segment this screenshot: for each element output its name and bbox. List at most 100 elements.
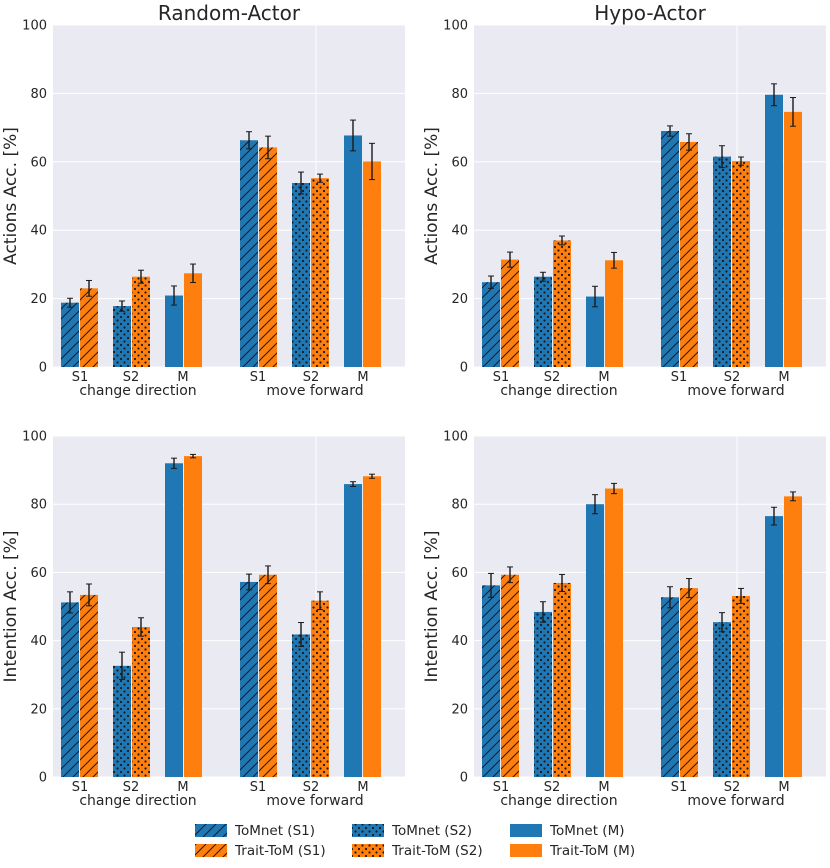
y-tick-label: 20 <box>451 702 468 717</box>
bar-hatch <box>501 574 519 777</box>
legend-label: Trait-ToM (S2) <box>391 843 483 859</box>
bar-Trait-ToM-move-forward-M <box>363 161 381 367</box>
error-bar <box>738 156 744 166</box>
legend-item: Trait-ToM (S2) <box>352 843 483 859</box>
y-tick-label: 100 <box>443 430 468 445</box>
bar-hatch <box>259 574 277 777</box>
error-bar <box>171 285 177 306</box>
error-bar <box>317 173 323 183</box>
error-bar <box>298 622 304 647</box>
y-tick-label: 40 <box>30 224 47 239</box>
bar-hatch <box>680 141 698 367</box>
x-tick-label: S2 <box>303 370 320 385</box>
error-bar <box>592 285 598 308</box>
y-tick-label: 100 <box>22 19 47 34</box>
bar-Trait-ToM-move-forward-M <box>784 496 802 777</box>
y-tick-label: 80 <box>30 498 47 513</box>
bar-hatch <box>553 582 571 777</box>
bar-Trait-ToM-move-forward-M <box>784 111 802 367</box>
error-bar <box>559 235 565 246</box>
bar-hatch <box>713 156 731 367</box>
y-tick-label: 100 <box>443 19 468 34</box>
error-bar <box>771 506 777 526</box>
bar-hatch <box>482 585 500 777</box>
legend-label: ToMnet (M) <box>549 823 625 839</box>
bar-hatch <box>732 595 750 777</box>
legend-swatch <box>510 824 542 837</box>
x-tick-label: M <box>357 780 368 795</box>
y-tick-label: 80 <box>451 87 468 102</box>
bar-ToMnet-move-forward-M <box>765 516 783 777</box>
y-tick-label: 100 <box>22 430 47 445</box>
y-tick-label: 40 <box>30 634 47 649</box>
error-bar <box>719 612 725 633</box>
legend-label: Trait-ToM (S1) <box>234 843 326 859</box>
error-bar <box>488 275 494 289</box>
chart-title: Random-Actor <box>158 1 301 25</box>
y-tick-label: 0 <box>39 771 47 786</box>
bar-ToMnet-change-direction-M <box>586 504 604 777</box>
error-bar <box>298 171 304 195</box>
bar-hatch <box>501 259 519 367</box>
x-tick-label: M <box>357 370 368 385</box>
error-bar <box>790 97 796 127</box>
x-tick-label: M <box>598 780 609 795</box>
bar-hatch <box>113 665 131 777</box>
error-bar <box>771 83 777 107</box>
y-tick-label: 60 <box>451 155 468 170</box>
error-bar <box>190 453 196 459</box>
y-tick-label: 20 <box>30 292 47 307</box>
legend-item: Trait-ToM (M) <box>510 843 635 859</box>
x-tick-label: M <box>177 370 188 385</box>
error-bar <box>119 651 125 680</box>
x-tick-label: S1 <box>671 780 688 795</box>
bar-Trait-ToM-move-forward-M <box>363 476 381 777</box>
legend-label: ToMnet (S2) <box>391 823 472 839</box>
x-tick-label: S2 <box>303 780 320 795</box>
legend-swatch-hatch <box>195 844 227 857</box>
y-tick-label: 0 <box>460 361 468 376</box>
bar-hatch <box>680 588 698 777</box>
group-label: move forward <box>687 793 784 809</box>
bar-ToMnet-change-direction-M <box>165 463 183 777</box>
legend-item: ToMnet (M) <box>510 823 625 839</box>
legend-item: ToMnet (S1) <box>195 823 315 839</box>
bar-hatch <box>132 276 150 367</box>
bar-hatch <box>311 178 329 367</box>
error-bar <box>719 145 725 169</box>
legend-item: ToMnet (S2) <box>352 823 472 839</box>
y-tick-label: 60 <box>30 566 47 581</box>
error-bar <box>190 263 196 284</box>
error-bar <box>317 591 323 611</box>
group-label: move forward <box>687 383 784 399</box>
error-bar <box>559 573 565 592</box>
y-tick-label: 40 <box>451 224 468 239</box>
bar-hatch <box>292 634 310 777</box>
x-tick-label: S2 <box>123 780 140 795</box>
x-tick-label: S2 <box>544 370 561 385</box>
error-bar <box>540 601 546 623</box>
bar-ToMnet-move-forward-M <box>765 94 783 367</box>
legend-swatch-hatch <box>195 824 227 837</box>
x-tick-label: S2 <box>544 780 561 795</box>
bar-hatch <box>80 288 98 367</box>
legend-item: Trait-ToM (S1) <box>195 843 326 859</box>
bar-hatch <box>61 302 79 367</box>
chart-title: Hypo-Actor <box>594 1 706 25</box>
y-tick-label: 20 <box>451 292 468 307</box>
bar-hatch <box>713 622 731 777</box>
x-tick-label: S1 <box>72 370 89 385</box>
y-axis-label: Intention Acc. [%] <box>1 531 21 683</box>
bar-hatch <box>240 140 258 367</box>
x-tick-label: M <box>778 780 789 795</box>
error-bar <box>738 587 744 604</box>
group-label: change direction <box>79 793 196 809</box>
x-tick-label: M <box>778 370 789 385</box>
error-bar <box>611 251 617 269</box>
bar-hatch <box>482 282 500 367</box>
bar-hatch <box>311 600 329 777</box>
error-bar <box>138 269 144 284</box>
x-tick-label: S2 <box>724 780 741 795</box>
error-bar <box>790 491 796 502</box>
